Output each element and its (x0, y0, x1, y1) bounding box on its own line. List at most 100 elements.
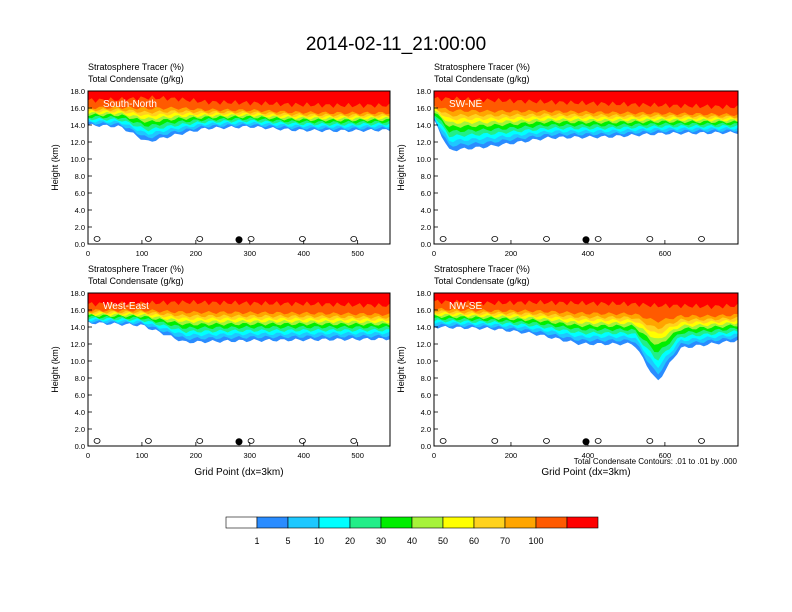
plot-frame (87, 292, 391, 447)
plot-area (434, 91, 738, 244)
condensate-contour (594, 437, 602, 444)
colorbar-label: 100 (528, 536, 543, 546)
condensate-contour (350, 437, 358, 444)
condensate-contour (491, 437, 499, 444)
y-tick-label: 6.0 (75, 391, 85, 400)
panel-sw-ne: SW-NE Stratosphere Tracer (%) Total Conden… (396, 62, 739, 258)
x-tick-label: 500 (351, 451, 364, 460)
condensate-contour (594, 235, 602, 242)
y-tick-label: 8.0 (421, 172, 431, 181)
location-marker (235, 236, 243, 244)
y-tick-label: 14.0 (70, 121, 85, 130)
tracer-level-top (434, 91, 738, 110)
y-tick-label: 16.0 (416, 306, 431, 315)
x-tick-label: 200 (190, 249, 203, 258)
y-axis-label: Height (km) (396, 346, 406, 393)
y-tick-label: 14.0 (416, 121, 431, 130)
x-tick-label: 200 (190, 451, 203, 460)
panel-subtitle: Total Condensate (g/kg) (434, 276, 530, 286)
y-tick-label: 18.0 (416, 289, 431, 298)
y-tick-label: 6.0 (421, 189, 431, 198)
x-tick-label: 600 (659, 249, 672, 258)
condensate-contour (196, 437, 204, 444)
x-tick-label: 400 (297, 249, 310, 258)
plot-area (434, 293, 738, 446)
condensate-contour (144, 235, 152, 242)
colorbar-cell (566, 516, 599, 529)
condensate-contour (491, 235, 499, 242)
y-tick-label: 10.0 (70, 155, 85, 164)
y-tick-label: 2.0 (75, 223, 85, 232)
y-tick-label: 4.0 (421, 206, 431, 215)
x-tick-label: 200 (505, 451, 518, 460)
y-tick-label: 4.0 (75, 408, 85, 417)
colorbar-cell (473, 516, 506, 529)
panel-subtitle: Total Condensate (g/kg) (434, 74, 530, 84)
y-tick-label: 10.0 (416, 155, 431, 164)
y-axis-label: Height (km) (50, 144, 60, 191)
plot-area (88, 91, 390, 244)
panel-title: Stratosphere Tracer (%) (434, 264, 530, 274)
x-tick-label: 300 (244, 249, 257, 258)
y-tick-label: 18.0 (70, 289, 85, 298)
y-tick-label: 16.0 (416, 104, 431, 113)
condensate-contour (299, 437, 306, 444)
condensate-contour (646, 235, 654, 242)
x-axis-label: Grid Point (dx=3km) (194, 467, 283, 478)
y-tick-label: 2.0 (421, 223, 431, 232)
colorbar-label: 70 (500, 536, 510, 546)
x-tick-label: 100 (136, 249, 149, 258)
y-axis-label: Height (km) (396, 144, 406, 191)
y-tick-label: 8.0 (421, 374, 431, 383)
colorbar-cell (535, 516, 568, 529)
colorbar-label: 10 (314, 536, 324, 546)
y-tick-label: 0.0 (421, 442, 431, 451)
y-tick-label: 14.0 (416, 323, 431, 332)
colorbar-label: 50 (438, 536, 448, 546)
section-label: South-North (103, 99, 157, 110)
y-tick-label: 2.0 (421, 425, 431, 434)
condensate-contour (543, 437, 550, 444)
condensate-contour (439, 235, 447, 242)
location-marker (235, 438, 243, 446)
plot-frame (87, 90, 391, 245)
y-tick-label: 18.0 (416, 87, 431, 96)
y-tick-label: 12.0 (70, 138, 85, 147)
y-tick-label: 4.0 (421, 408, 431, 417)
colorbar-cell (318, 516, 351, 529)
y-tick-label: 14.0 (70, 323, 85, 332)
x-tick-label: 300 (244, 451, 257, 460)
x-tick-label: 400 (582, 249, 595, 258)
condensate-contour (698, 437, 705, 444)
y-axis-label: Height (km) (50, 346, 60, 393)
x-tick-label: 0 (432, 249, 436, 258)
panel-subtitle: Total Condensate (g/kg) (88, 74, 184, 84)
tracer-level-top (88, 91, 390, 108)
x-tick-label: 400 (582, 451, 595, 460)
y-tick-label: 0.0 (421, 240, 431, 249)
condensate-contour (698, 235, 705, 242)
colorbar-cell (349, 516, 382, 529)
y-tick-label: 10.0 (416, 357, 431, 366)
y-tick-label: 16.0 (70, 306, 85, 315)
panel-south-north: South-North Stratosphere Tracer (%) Total … (50, 62, 391, 258)
y-tick-label: 4.0 (75, 206, 85, 215)
plot-frame (433, 292, 739, 447)
colorbar-cell (225, 516, 258, 529)
y-tick-label: 8.0 (75, 172, 85, 181)
y-tick-label: 2.0 (75, 425, 85, 434)
y-tick-label: 16.0 (70, 104, 85, 113)
y-tick-label: 8.0 (75, 374, 85, 383)
condensate-contour (299, 235, 306, 242)
condensate-contour (350, 235, 358, 242)
x-tick-label: 0 (86, 451, 90, 460)
y-tick-label: 10.0 (70, 357, 85, 366)
contour-note: Total Condensate Contours: .01 to .01 by… (574, 457, 738, 466)
condensate-contour (247, 437, 255, 444)
y-tick-label: 0.0 (75, 442, 85, 451)
condensate-contour (93, 235, 101, 242)
location-marker (582, 438, 590, 446)
y-tick-label: 6.0 (421, 391, 431, 400)
y-tick-label: 18.0 (70, 87, 85, 96)
